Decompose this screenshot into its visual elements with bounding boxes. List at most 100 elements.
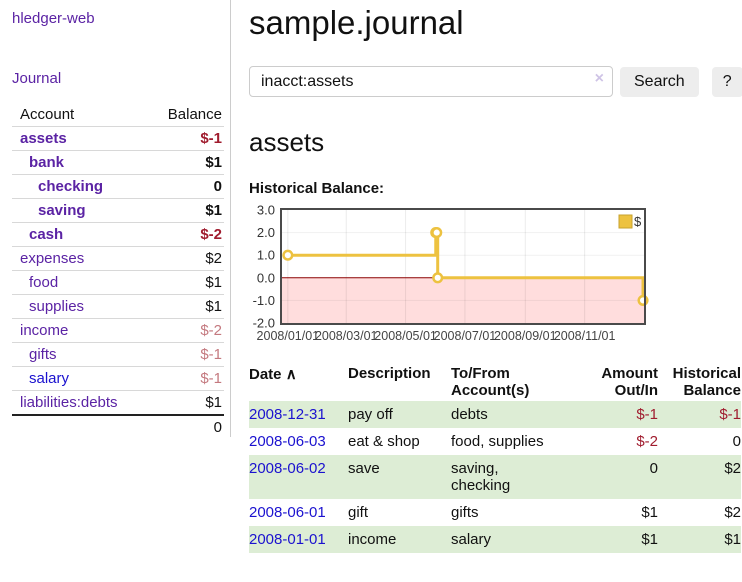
register-table: Date ∧ Description To/From Account(s) Amoun… [249,363,741,553]
transaction-amount: $1 [641,531,658,548]
account-link[interactable]: salary [29,370,70,387]
account-link[interactable]: bank [29,154,65,171]
transaction-date-link[interactable]: 2008-01-01 [249,531,326,548]
transaction-row: 2008-06-02 save saving, checking 0 $2 [249,455,741,499]
account-row: liabilities:debts $1 [12,390,224,416]
account-heading: assets [249,127,325,157]
data-point-marker [431,227,443,239]
account-link[interactable]: supplies [29,298,85,315]
column-header-date[interactable]: Date ∧ [249,366,297,383]
search-box: × [249,66,613,97]
page-title: sample.journal [249,4,464,41]
account-row: expenses $2 [12,246,224,271]
column-header-historical-balance: Historical Balance [672,365,741,399]
transaction-row: 2008-12-31 pay off debts $-1 $-1 [249,401,741,428]
data-point-marker [432,272,444,284]
transaction-amount: $1 [641,504,658,521]
accounts-total-balance: 0 [150,414,224,439]
transaction-amount: $-2 [636,433,658,450]
x-axis-tick-label: 2008/01/01 [257,329,320,343]
transaction-balance: $1 [724,531,741,548]
main-content: sample.journal × Search ? assets Histori… [231,0,742,582]
transaction-description: eat & shop [348,433,420,450]
search-button[interactable]: Search [620,66,699,97]
transaction-date-link[interactable]: 2008-06-03 [249,433,326,450]
plot-border [280,208,646,325]
accounts-header-row: Account Balance [12,103,224,127]
transaction-balance: $2 [724,460,741,477]
account-link[interactable]: checking [38,178,104,195]
y-axis-tick-label: 3.0 [257,203,275,218]
sort-ascending-icon: ∧ [285,366,297,383]
column-header-description: Description [348,365,431,382]
account-link[interactable]: cash [29,226,64,243]
account-balance: $-1 [150,342,224,367]
transaction-date-link[interactable]: 2008-06-01 [249,504,326,521]
account-link[interactable]: liabilities:debts [20,394,118,411]
transaction-date-link[interactable]: 2008-12-31 [249,406,326,423]
y-axis-tick-label: -2.0 [253,316,275,331]
transaction-description: income [348,531,397,548]
register-header-row: Date ∧ Description To/From Account(s) Amoun… [249,363,741,401]
search-input[interactable] [249,66,613,97]
column-header-amount-out-in: Amount Out/In [601,365,658,399]
x-axis-tick-label: 2008/09/01 [494,329,557,343]
account-link[interactable]: assets [20,130,67,147]
transaction-accounts: gifts [451,504,479,521]
legend-label: $ [634,214,642,229]
transaction-accounts: food, supplies [451,433,544,450]
sidebar: hledger-web Journal Account Balance asse… [0,0,231,439]
transaction-description: save [348,460,380,477]
account-balance: $1 [150,390,224,416]
transaction-balance: $2 [724,504,741,521]
account-link[interactable]: food [29,274,59,291]
transaction-row: 2008-06-03 eat & shop food, supplies $-2 0 [249,428,741,455]
account-row: saving $1 [12,198,224,223]
accounts-header-balance: Balance [150,103,224,127]
help-button[interactable]: ? [711,66,742,97]
accounts-table: Account Balance assets $-1 bank $1 checking 0… [12,103,224,439]
account-row: cash $-2 [12,222,224,247]
account-row: gifts $-1 [12,342,224,367]
y-axis-tick-label: 1.0 [257,248,275,263]
account-balance: $1 [150,150,224,175]
transaction-accounts: debts [451,406,488,423]
account-row: checking 0 [12,174,224,199]
account-link[interactable]: expenses [20,250,85,267]
transaction-row: 2008-01-01 income salary $1 $1 [249,526,741,553]
x-axis-tick-label: 2008/07/01 [434,329,497,343]
x-axis-tick-label: 2008/11/01 [554,329,616,343]
accounts-header-account: Account [12,103,151,127]
y-axis-tick-label: -1.0 [253,293,275,308]
transaction-accounts: saving, checking [451,460,511,494]
account-link[interactable]: saving [38,202,86,219]
journal-link[interactable]: Journal [12,70,62,87]
account-link[interactable]: gifts [29,346,57,363]
y-axis-tick-label: 2.0 [257,225,275,240]
account-balance: $1 [150,270,224,295]
transaction-accounts: salary [451,531,492,548]
clear-search-icon[interactable]: × [594,70,604,87]
account-link[interactable]: income [20,322,69,339]
brand-link[interactable]: hledger-web [12,10,95,27]
historical-balance-chart: $3.0 2.0 1.0 0.0 -1.0 -2.02008/01/012008/03/0… [253,203,649,343]
transaction-amount: 0 [649,460,658,477]
chart-title: Historical Balance: [249,180,385,197]
data-point-marker [637,294,649,306]
account-row: food $1 [12,270,224,295]
negative-region [282,277,644,323]
account-row: assets $-1 [12,126,224,151]
transaction-description: pay off [348,406,393,423]
column-header-to-from-account-s-: To/From Account(s) [451,365,530,399]
transaction-date-link[interactable]: 2008-06-02 [249,460,326,477]
transaction-row: 2008-06-01 gift gifts $1 $2 [249,499,741,526]
account-balance: $-2 [150,318,224,343]
search-bar: × Search ? [249,66,742,97]
legend-swatch [618,214,633,229]
y-axis-tick-label: 0.0 [257,270,275,285]
account-balance: $2 [150,246,224,271]
account-row: salary $-1 [12,366,224,391]
account-row: supplies $1 [12,294,224,319]
account-row: income $-2 [12,318,224,343]
